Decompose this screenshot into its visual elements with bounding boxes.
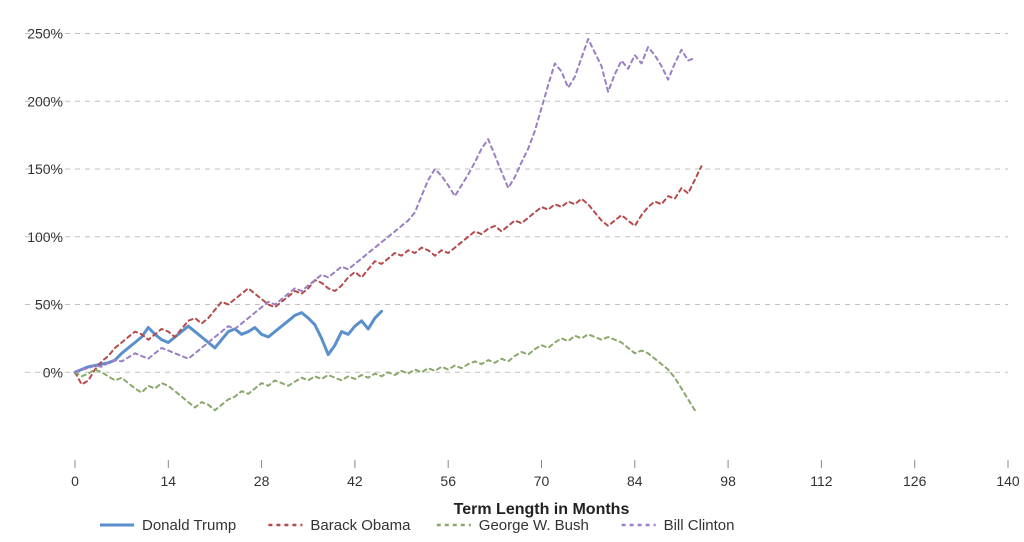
y-tick-label: 100% bbox=[27, 229, 63, 245]
x-tick-label: 56 bbox=[440, 473, 456, 489]
y-tick-label: 250% bbox=[27, 26, 63, 42]
line-chart: 0% 50% 100% 150% 200% 250% 0 14 28 42 56 70 84 98 112 1… bbox=[0, 0, 1024, 542]
x-tick-label: 14 bbox=[161, 473, 177, 489]
y-tick-label: 150% bbox=[27, 161, 63, 177]
legend-label: Donald Trump bbox=[142, 517, 236, 534]
series-line bbox=[75, 39, 695, 372]
x-tick-label: 70 bbox=[534, 473, 550, 489]
legend-label: Barack Obama bbox=[310, 517, 411, 534]
y-tick-label: 50% bbox=[35, 297, 63, 313]
x-tick-label: 28 bbox=[254, 473, 270, 489]
chart-svg: 0% 50% 100% 150% 200% 250% 0 14 28 42 56 70 84 98 112 1… bbox=[0, 0, 1024, 542]
y-tick-label: 0% bbox=[43, 364, 63, 380]
x-tick-label: 112 bbox=[810, 473, 833, 489]
y-tick-label: 200% bbox=[27, 93, 63, 109]
x-tick-label: 140 bbox=[996, 473, 1020, 489]
x-tick-label: 0 bbox=[71, 473, 79, 489]
x-tick-label: 98 bbox=[720, 473, 736, 489]
x-axis-title: Term Length in Months bbox=[454, 501, 630, 518]
legend-label: George W. Bush bbox=[479, 517, 589, 534]
x-tick-label: 42 bbox=[347, 473, 363, 489]
legend-label: Bill Clinton bbox=[664, 517, 735, 534]
x-tick-label: 126 bbox=[903, 473, 927, 489]
x-tick-label: 84 bbox=[627, 473, 643, 489]
